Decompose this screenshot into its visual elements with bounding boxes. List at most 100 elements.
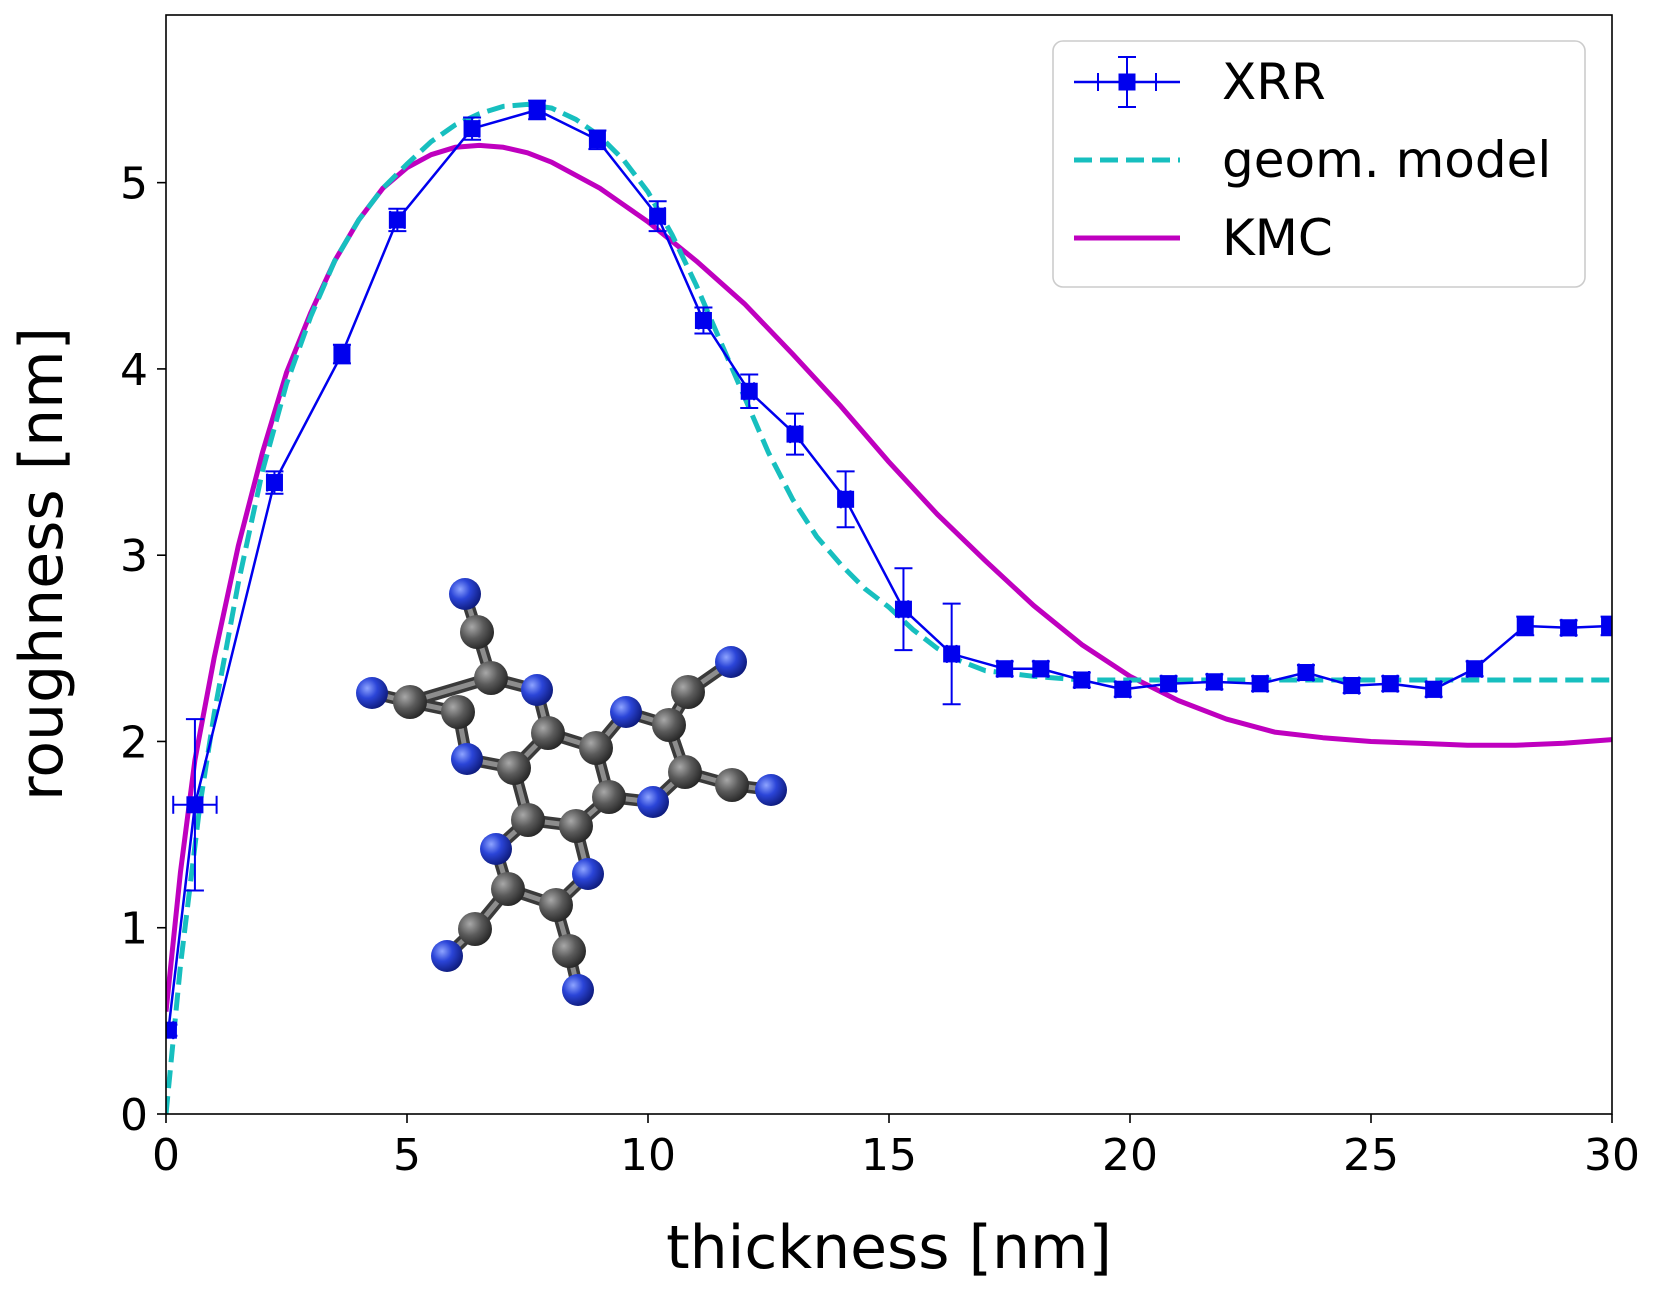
nitrogen-atom xyxy=(449,578,481,610)
xrr-marker xyxy=(694,311,712,329)
nitrogen-atom xyxy=(610,696,642,728)
xrr-marker xyxy=(1073,671,1091,689)
xrr-marker xyxy=(740,382,758,400)
legend-label-kmc: KMC xyxy=(1222,209,1333,267)
x-tick-label: 20 xyxy=(1102,1130,1158,1181)
y-tick-label: 0 xyxy=(120,1090,148,1141)
xrr-data-point xyxy=(1296,663,1315,682)
carbon-atom xyxy=(393,685,427,719)
xrr-marker xyxy=(166,1021,177,1039)
x-tick-label: 5 xyxy=(393,1130,421,1181)
y-tick-label: 4 xyxy=(120,345,148,396)
carbon-atom xyxy=(559,809,593,843)
xrr-data-point xyxy=(648,200,667,233)
carbon-atom xyxy=(552,934,586,968)
carbon-atom xyxy=(511,803,545,837)
y-tick-label: 3 xyxy=(120,531,148,582)
nitrogen-atom xyxy=(637,786,669,818)
xrr-marker xyxy=(588,131,606,149)
xrr-data-point xyxy=(1559,618,1578,637)
xrr-marker xyxy=(528,101,546,119)
xrr-data-point xyxy=(1424,680,1443,699)
xrr-marker xyxy=(1297,664,1315,682)
xrr-data-point xyxy=(1381,674,1400,693)
nitrogen-atom xyxy=(480,833,512,865)
legend-xrr-marker xyxy=(1074,56,1180,108)
xrr-data-point xyxy=(1516,615,1535,637)
xrr-data-point xyxy=(1205,672,1224,691)
xrr-data-point xyxy=(463,116,482,141)
x-axis-label: thickness [nm] xyxy=(666,1213,1112,1283)
legend-label-xrr: XRR xyxy=(1222,53,1326,111)
xrr-marker xyxy=(996,660,1014,678)
xrr-marker xyxy=(1601,617,1612,635)
x-tick-label: 15 xyxy=(861,1130,917,1181)
xrr-marker xyxy=(1381,675,1399,693)
y-axis-label: roughness [nm] xyxy=(7,327,77,801)
nitrogen-atom xyxy=(451,743,483,775)
xrr-data-point xyxy=(1159,674,1178,693)
xrr-data-point xyxy=(1113,680,1132,699)
xrr-marker xyxy=(265,474,283,492)
carbon-atom xyxy=(460,615,494,649)
nitrogen-atom xyxy=(356,677,388,709)
xrr-marker xyxy=(1343,677,1361,695)
xrr-data-point xyxy=(388,207,407,233)
nitrogen-atom xyxy=(572,858,604,890)
y-axis: 0 1 2 3 4 5 xyxy=(120,159,166,1141)
legend-box xyxy=(1052,40,1586,288)
nitrogen-atom xyxy=(562,974,594,1006)
x-axis: 0 5 10 15 20 25 30 xyxy=(152,1114,1640,1181)
xrr-data-point xyxy=(740,373,759,410)
xrr-marker xyxy=(649,207,667,225)
xrr-marker xyxy=(1560,619,1578,637)
xrr-data-point xyxy=(942,602,961,706)
x-tick-label: 25 xyxy=(1343,1130,1399,1181)
xrr-data-point xyxy=(836,470,855,529)
y-tick-label: 5 xyxy=(120,159,148,210)
nitrogen-atom xyxy=(521,674,553,706)
x-tick-label: 30 xyxy=(1584,1130,1640,1181)
carbon-atom xyxy=(474,661,508,695)
xrr-marker xyxy=(333,345,351,363)
xrr-marker xyxy=(786,425,804,443)
xrr-data-point xyxy=(1600,615,1612,637)
xrr-data-point xyxy=(166,1021,178,1040)
xrr-marker xyxy=(894,600,912,618)
legend-xrr-square xyxy=(1118,73,1136,91)
xrr-marker xyxy=(1251,675,1269,693)
xrr-marker xyxy=(1516,617,1534,635)
xrr-marker xyxy=(1032,660,1050,678)
xrr-marker xyxy=(1160,675,1178,693)
x-tick-label: 10 xyxy=(620,1130,676,1181)
molecule-structure-inset xyxy=(356,578,787,1006)
nitrogen-atom xyxy=(431,940,463,972)
carbon-atom xyxy=(539,888,573,922)
xrr-data-point xyxy=(786,412,805,456)
xrr-data-point xyxy=(528,99,547,121)
xrr-marker xyxy=(943,645,961,663)
legend-label-geom-model: geom. model xyxy=(1222,131,1551,189)
xrr-marker xyxy=(186,796,204,814)
carbon-atom xyxy=(579,731,613,765)
xrr-marker xyxy=(837,490,855,508)
xrr-data-point xyxy=(694,306,713,335)
xrr-marker xyxy=(463,120,481,138)
y-tick-label: 2 xyxy=(120,717,148,768)
x-tick-label: 0 xyxy=(152,1130,180,1181)
carbon-atom xyxy=(652,708,686,742)
xrr-marker xyxy=(388,211,406,229)
xrr-marker xyxy=(1205,673,1223,691)
xrr-data-point xyxy=(1072,670,1091,689)
xrr-data-point xyxy=(1251,674,1270,693)
carbon-atom xyxy=(458,912,492,946)
carbon-atom xyxy=(441,695,475,729)
xrr-data-point xyxy=(894,567,913,652)
xrr-data-point xyxy=(1465,659,1484,678)
nitrogen-atom xyxy=(755,774,787,806)
nitrogen-atom xyxy=(715,646,747,678)
series-kmc-line xyxy=(166,142,1612,1012)
xrr-data-point xyxy=(588,129,607,151)
xrr-marker xyxy=(1466,660,1484,678)
